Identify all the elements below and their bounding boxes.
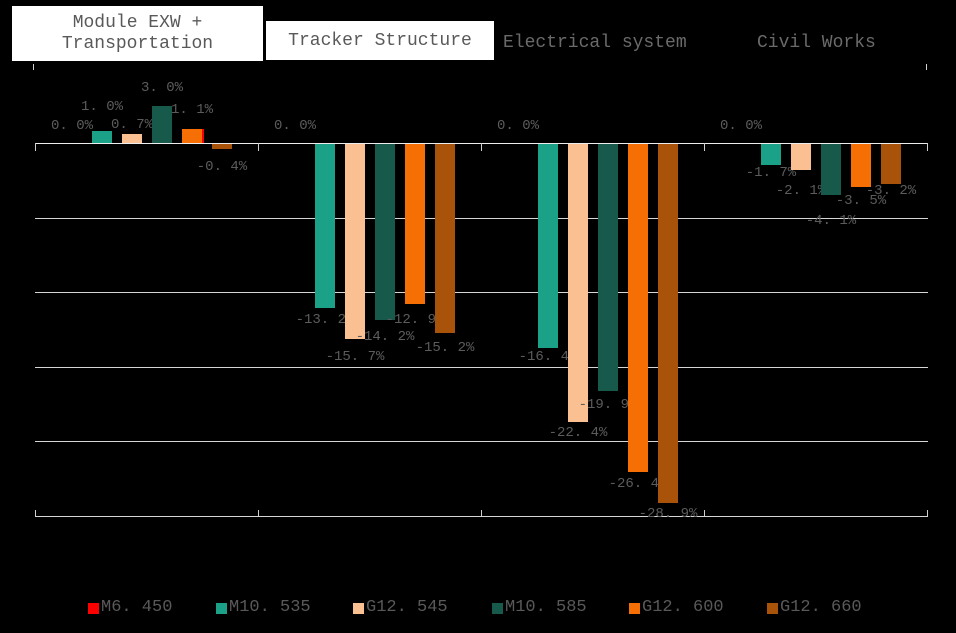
bar-M10535-g1 — [315, 144, 335, 308]
data-label: -3. 2% — [865, 182, 917, 199]
category-label-civil: Civil Works — [757, 33, 876, 53]
bar-M10535-g0 — [92, 130, 112, 143]
data-label: -26. 4% — [608, 475, 668, 492]
axis-tick — [704, 509, 705, 516]
axis-tick — [258, 509, 259, 516]
axis-tick — [35, 143, 36, 151]
data-label: -16. 4% — [518, 348, 578, 365]
axis-tick — [481, 143, 482, 151]
data-label: -1. 7% — [745, 165, 797, 182]
bar-M10535-g3 — [761, 144, 781, 166]
data-label: -14. 2% — [355, 329, 415, 346]
legend-swatch — [767, 602, 778, 614]
axis-tick — [258, 143, 259, 151]
axis-tick — [35, 509, 36, 516]
bar-G12600-g2 — [628, 144, 648, 472]
gridline — [35, 292, 928, 293]
red-edge-artifact — [202, 129, 204, 143]
data-label: -15. 7% — [325, 348, 385, 365]
bar-M10585-g2 — [598, 144, 618, 392]
bar-M10585-g0 — [152, 105, 172, 143]
legend-swatch — [216, 602, 227, 614]
data-label: -28. 9% — [638, 505, 698, 522]
bar-G12600-g0 — [182, 129, 202, 143]
data-label: 1. 0% — [80, 98, 123, 115]
data-label: -12. 9% — [385, 312, 445, 329]
title-module-line2: Transportation — [61, 34, 214, 54]
axis-tick — [926, 64, 927, 70]
legend-item-G12545: G12. 545 — [353, 597, 448, 619]
axis-tick — [704, 143, 705, 151]
data-label: 0. 0% — [273, 118, 316, 134]
data-label: -2. 1% — [775, 183, 827, 200]
axis-tick — [927, 143, 928, 151]
data-label: 0. 0% — [50, 118, 93, 134]
bar-G12660-g2 — [658, 144, 678, 503]
title-tracker: Tracker Structure — [288, 31, 472, 51]
data-label: 1. 1% — [170, 102, 213, 119]
legend-swatch — [88, 602, 99, 614]
category-label-electrical: Electrical system — [503, 33, 687, 53]
legend-label: G12. 660 — [780, 598, 862, 617]
legend-item-M10535: M10. 535 — [216, 597, 311, 619]
legend-swatch — [629, 602, 640, 614]
data-label: 3. 0% — [140, 79, 183, 96]
bar-G12545-g1 — [345, 144, 365, 339]
bar-G12545-g2 — [568, 144, 588, 423]
legend-item-M10585: M10. 585 — [492, 597, 587, 619]
gridline — [35, 515, 928, 517]
gridline — [35, 441, 928, 442]
legend-item-M6450: M6. 450 — [88, 597, 172, 619]
data-label: -22. 4% — [548, 425, 608, 442]
legend-label: M6. 450 — [101, 598, 173, 617]
bar-G12660-g1 — [435, 144, 455, 333]
bar-G12660-g3 — [881, 144, 901, 184]
legend-swatch — [492, 602, 503, 614]
legend-item-G12600: G12. 600 — [629, 597, 724, 619]
legend-label: M10. 585 — [505, 598, 587, 617]
legend-label: G12. 600 — [642, 598, 724, 617]
bar-G12600-g1 — [405, 144, 425, 305]
axis-tick — [927, 509, 928, 516]
legend-label: G12. 545 — [366, 598, 448, 617]
legend-swatch — [353, 602, 364, 614]
data-label: 0. 0% — [719, 118, 762, 134]
title-box-tracker: Tracker Structure — [266, 21, 494, 60]
data-label: -3. 5% — [835, 193, 887, 210]
data-label: -13. 2% — [295, 311, 355, 328]
axis-tick — [481, 509, 482, 516]
bar-M10585-g3 — [821, 144, 841, 195]
title-module-line1: Module EXW + — [72, 13, 203, 33]
bar-G12660-g0 — [212, 144, 232, 149]
bar-G12545-g0 — [122, 134, 142, 143]
bar-M10535-g2 — [538, 144, 558, 348]
data-label: 0. 7% — [110, 117, 153, 134]
gridline — [35, 217, 928, 219]
data-label: -4. 1% — [805, 212, 857, 229]
gridline — [35, 366, 928, 368]
bar-M10585-g1 — [375, 144, 395, 321]
legend-label: M10. 535 — [229, 598, 311, 617]
legend-item-G12660: G12. 660 — [767, 597, 862, 619]
bar-G12545-g3 — [791, 144, 811, 171]
data-label: -15. 2% — [415, 339, 475, 356]
bar-G12600-g3 — [851, 144, 871, 188]
data-label: 0. 0% — [496, 118, 539, 134]
data-label: -0. 4% — [196, 158, 248, 175]
data-label: -19. 9% — [578, 397, 638, 414]
title-box-module: Module EXW + Transportation — [12, 6, 263, 61]
axis-tick — [33, 64, 34, 70]
